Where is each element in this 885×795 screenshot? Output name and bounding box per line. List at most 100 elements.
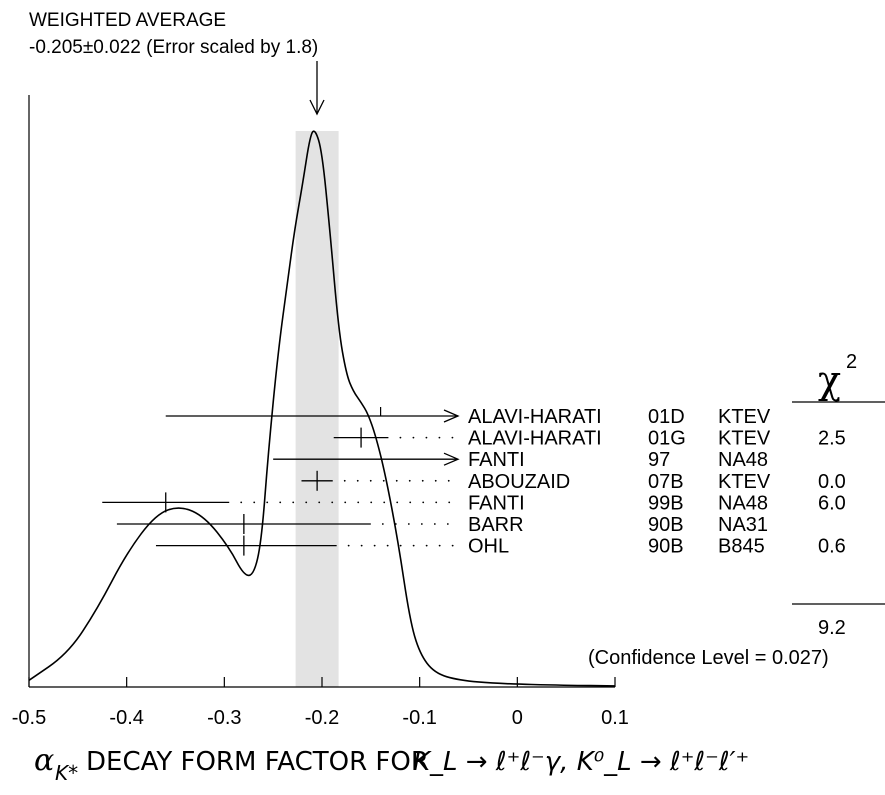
leader-dot bbox=[360, 544, 363, 547]
author-label: FANTI bbox=[468, 449, 525, 471]
leader-dot bbox=[396, 501, 399, 504]
leader-dot bbox=[240, 501, 243, 504]
chi2-symbol: χ bbox=[818, 358, 841, 402]
author-label: BARR bbox=[468, 514, 524, 536]
leader-dot bbox=[343, 479, 346, 482]
author-label: FANTI bbox=[468, 492, 525, 514]
leader-dot bbox=[347, 544, 350, 547]
year-label: 90B bbox=[648, 536, 684, 558]
leader-dot bbox=[433, 523, 436, 525]
leader-dot bbox=[356, 479, 359, 482]
confidence-level: (Confidence Level = 0.027) bbox=[588, 647, 829, 669]
leader-dot bbox=[434, 479, 437, 482]
leader-dot bbox=[409, 501, 412, 504]
leader-dot bbox=[412, 436, 415, 439]
leader-dot bbox=[407, 523, 410, 525]
chi2-superscript: 2 bbox=[846, 351, 857, 373]
header-line2: -0.205±0.022 (Error scaled by 1.8) bbox=[29, 37, 318, 58]
axis-title-alpha: α bbox=[34, 743, 54, 778]
axis-title-text: DECAY FORM FACTOR FOR bbox=[86, 747, 429, 777]
leader-dot bbox=[373, 544, 376, 547]
chi2-value: 2.5 bbox=[818, 428, 846, 450]
leader-dot bbox=[279, 501, 282, 504]
axis-title-sub: K* bbox=[55, 761, 78, 785]
leader-dot bbox=[412, 544, 415, 547]
leader-dot bbox=[422, 501, 425, 504]
leader-dot bbox=[435, 501, 438, 504]
author-label: ALAVI-HARATI bbox=[468, 406, 602, 428]
leader-dot bbox=[357, 501, 360, 504]
leader-dot bbox=[266, 501, 269, 504]
experiment-label: NA31 bbox=[718, 514, 768, 536]
leader-dot bbox=[253, 501, 256, 504]
leader-dot bbox=[383, 501, 386, 504]
leader-dot bbox=[438, 544, 441, 547]
average-error-band bbox=[295, 131, 339, 687]
leader-dot bbox=[451, 544, 454, 547]
year-label: 01G bbox=[648, 428, 686, 450]
x-tick-label: 0 bbox=[512, 707, 523, 729]
experiment-label: KTEV bbox=[718, 471, 771, 493]
year-label: 97 bbox=[648, 449, 670, 471]
limit-arrow-head bbox=[443, 452, 460, 466]
chi2-value: 6.0 bbox=[818, 492, 846, 514]
leader-dot bbox=[399, 544, 402, 547]
leader-dot bbox=[420, 523, 423, 525]
leader-dot bbox=[386, 544, 389, 547]
axis-title-formula: K_L → ℓ⁺ℓ⁻γ, K⁰_L → ℓ⁺ℓ⁻ℓ′⁺ bbox=[413, 747, 749, 777]
experiment-label: B845 bbox=[718, 536, 765, 558]
leader-dot bbox=[425, 544, 428, 547]
experiment-label: KTEV bbox=[718, 406, 771, 428]
x-tick-label: -0.1 bbox=[402, 707, 436, 729]
leader-dot bbox=[421, 479, 424, 482]
author-label: ALAVI-HARATI bbox=[468, 428, 602, 450]
leader-dot bbox=[451, 436, 454, 439]
experiment-label: KTEV bbox=[718, 428, 771, 450]
leader-dot bbox=[370, 501, 373, 504]
x-tick-label: -0.3 bbox=[207, 707, 241, 729]
leader-dot bbox=[344, 501, 347, 504]
leader-dot bbox=[292, 501, 295, 504]
chi2-value: 0.6 bbox=[818, 536, 846, 558]
leader-dot bbox=[318, 501, 321, 504]
leader-dot bbox=[331, 501, 334, 504]
leader-dot bbox=[305, 501, 308, 504]
leader-dot bbox=[447, 479, 450, 482]
x-tick-label: -0.2 bbox=[305, 707, 339, 729]
measurement-row bbox=[116, 514, 449, 534]
x-axis-title: α K* DECAY FORM FACTOR FOR K_L → ℓ⁺ℓ⁻γ, … bbox=[34, 743, 749, 785]
leader-dot bbox=[438, 436, 441, 439]
chi2-total: 9.2 bbox=[818, 617, 846, 639]
year-label: 01D bbox=[648, 406, 685, 428]
x-tick-label: -0.4 bbox=[109, 707, 143, 729]
measurement-row bbox=[102, 492, 451, 513]
leader-dot bbox=[425, 436, 428, 439]
leader-dot bbox=[448, 501, 451, 504]
average-arrow bbox=[309, 61, 325, 116]
year-label: 90B bbox=[648, 514, 684, 536]
chi2-header: χ 2 bbox=[792, 351, 885, 403]
measurement-row bbox=[273, 452, 460, 466]
leader-dot bbox=[382, 479, 385, 482]
experiment-label: NA48 bbox=[718, 449, 768, 471]
leader-dot bbox=[395, 479, 398, 482]
ideogram-curve bbox=[28, 130, 616, 687]
author-label: OHL bbox=[468, 536, 509, 558]
leader-dot bbox=[399, 436, 402, 439]
leader-dot bbox=[369, 479, 372, 482]
leader-dot bbox=[446, 523, 449, 525]
year-label: 07B bbox=[648, 471, 684, 493]
chi2-value: 0.0 bbox=[818, 471, 846, 493]
leader-dot bbox=[408, 479, 411, 482]
measurement-row bbox=[301, 470, 450, 491]
measurement-row bbox=[333, 427, 454, 448]
x-tick-label: 0.1 bbox=[601, 707, 629, 729]
year-label: 99B bbox=[648, 492, 684, 514]
limit-arrow-head bbox=[443, 409, 460, 423]
measurement-row bbox=[155, 535, 454, 556]
header-line1: WEIGHTED AVERAGE bbox=[29, 10, 226, 31]
author-label: ABOUZAID bbox=[468, 471, 570, 493]
x-tick-label: -0.5 bbox=[12, 707, 46, 729]
leader-dot bbox=[381, 523, 384, 525]
